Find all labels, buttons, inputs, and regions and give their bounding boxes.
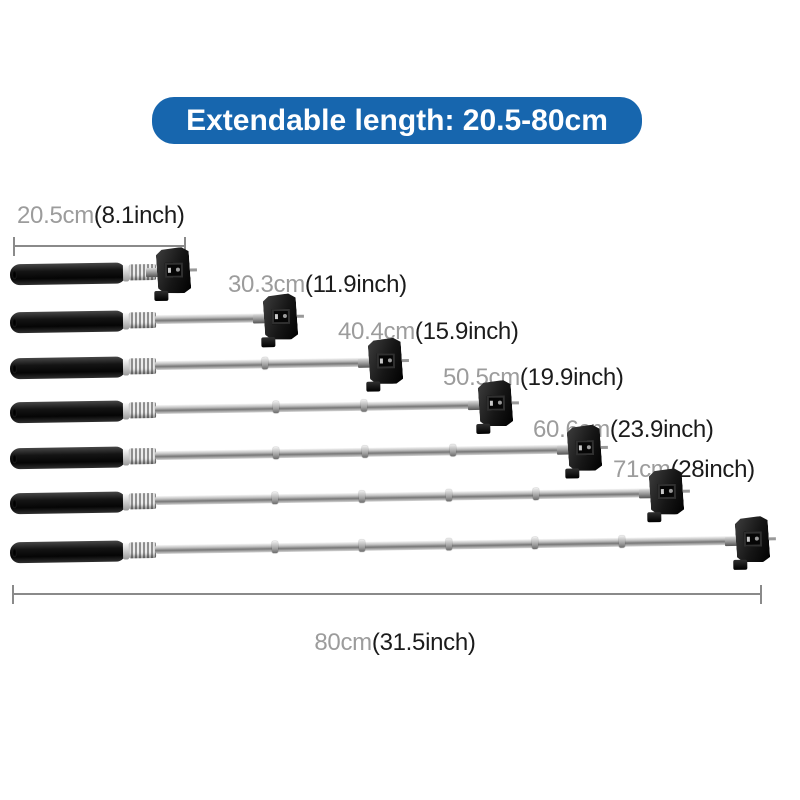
pole-joint [531, 537, 539, 550]
min-length-bracket [13, 237, 186, 256]
length-inch: (11.9inch) [304, 271, 407, 298]
clamp-pin [296, 314, 304, 318]
pole-joint [358, 490, 366, 503]
phone-clamp-head [723, 515, 776, 572]
length-label-1: 20.5cm(8.1inch) [17, 203, 185, 229]
length-label-6: 71cm(28inch) [613, 457, 755, 483]
pole-joint [445, 489, 453, 502]
pole-joint [361, 445, 369, 458]
pole-joint [532, 488, 540, 501]
length-inch: (19.9inch) [519, 364, 624, 391]
clamp-pin [600, 445, 608, 450]
clamp-slot [486, 395, 506, 411]
foam-handle [9, 356, 127, 380]
bracket-line [12, 593, 762, 595]
foam-handle [9, 446, 127, 470]
selfie-stick-stage-1 [9, 246, 213, 302]
foam-handle [9, 262, 127, 286]
clamp-pin [682, 489, 690, 493]
pole-collar [128, 493, 157, 510]
pole-joint [272, 447, 280, 460]
pole-joint [358, 539, 366, 552]
telescopic-pole [154, 399, 485, 415]
pole-collar [128, 312, 157, 329]
length-inch: (23.9inch) [609, 416, 714, 443]
clamp-slot [575, 440, 595, 456]
pole-joint [272, 401, 280, 414]
pole-collar [128, 448, 157, 465]
clamp-slot [743, 531, 763, 547]
length-inch: (28inch) [670, 456, 756, 483]
telescopic-pole [154, 488, 655, 506]
pole-joint [261, 357, 269, 370]
pole-joint [445, 538, 453, 551]
clamp-pin [189, 268, 197, 272]
total-length-cm: 80cm [314, 629, 372, 656]
clamp-slot [657, 483, 677, 500]
pole-joint [449, 444, 457, 457]
max-length-bracket [12, 585, 762, 604]
foam-handle [9, 310, 127, 334]
extendable-length-banner: Extendable length: 20.5-80cm [152, 97, 642, 144]
length-cm: 30.3cm [228, 271, 305, 298]
length-inch: (15.9inch) [414, 318, 519, 345]
clamp-slot [164, 262, 184, 278]
length-cm: 20.5cm [17, 202, 94, 229]
clamp-slot [376, 353, 396, 369]
pole-joint [360, 399, 368, 412]
pole-joint [618, 535, 626, 548]
length-inch: (8.1inch) [93, 202, 185, 229]
pole-joint [271, 541, 279, 554]
pole-collar [128, 402, 157, 419]
total-length-inch: (31.5inch) [371, 629, 476, 656]
bracket-tick-right [760, 585, 762, 604]
clamp-pin [511, 401, 519, 405]
foam-handle [9, 540, 127, 564]
foam-handle [9, 491, 127, 515]
bracket-tick-right [184, 237, 186, 256]
total-length-label: 80cm(31.5inch) [255, 630, 535, 656]
clamp-pin [401, 359, 409, 363]
clamp-pin [768, 537, 776, 541]
clamp-thumbscrew [733, 559, 748, 570]
foam-handle [9, 400, 127, 424]
length-label-2: 30.3cm(11.9inch) [228, 272, 407, 298]
bracket-line [13, 245, 186, 247]
pole-collar [128, 542, 157, 559]
pole-collar [128, 358, 157, 375]
clamp-slot [271, 308, 291, 325]
pole-joint [271, 492, 279, 505]
